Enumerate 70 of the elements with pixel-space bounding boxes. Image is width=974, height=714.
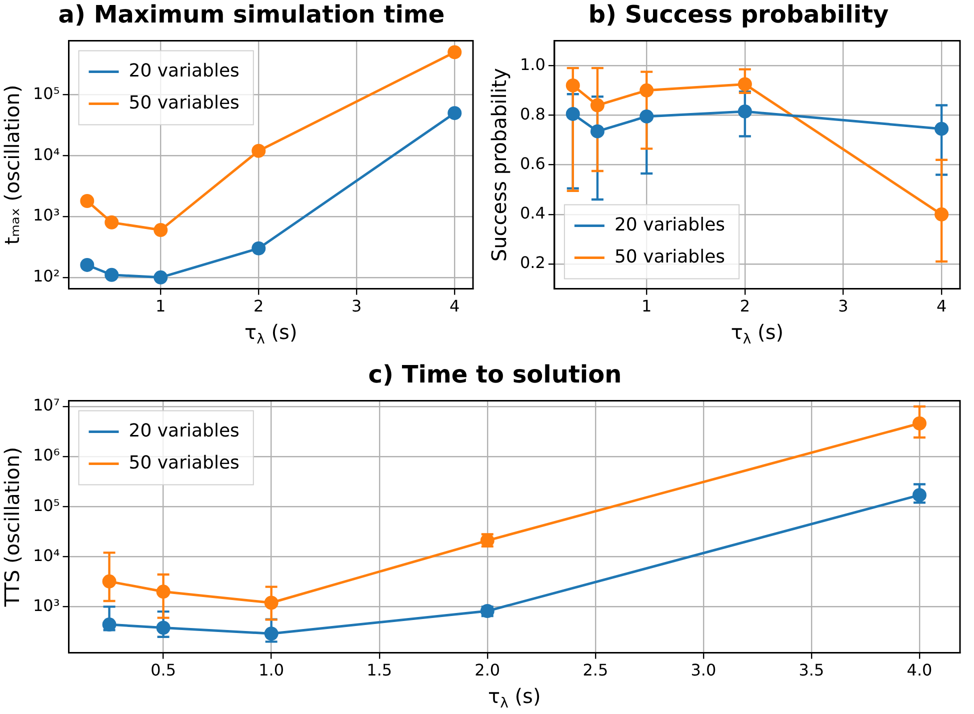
x-tick-label: 4 xyxy=(450,296,460,316)
x-tick-label: 3.5 xyxy=(798,660,824,680)
point xyxy=(912,416,926,430)
point xyxy=(104,215,119,230)
y-tick-label: 10⁵ xyxy=(32,496,60,515)
legend-label: 20 variables xyxy=(614,214,726,236)
legend-label: 50 variables xyxy=(128,452,240,474)
y-tick-label: 10³ xyxy=(32,206,60,225)
point xyxy=(156,584,170,599)
x-tick-label: 1.5 xyxy=(366,660,392,680)
x-tick-label: 1.0 xyxy=(258,660,284,680)
point xyxy=(448,45,462,60)
point xyxy=(264,596,278,610)
y-tick-label: 0.6 xyxy=(520,154,546,173)
point xyxy=(640,109,654,124)
point xyxy=(252,144,266,158)
y-tick-label: 10⁴ xyxy=(32,546,60,565)
x-tick-label: 4.0 xyxy=(906,660,932,680)
x-tick-label: 2 xyxy=(740,296,750,316)
x-tick-label: 1 xyxy=(642,296,652,316)
point xyxy=(156,620,170,635)
x-tick-label: 3 xyxy=(838,296,848,316)
x-tick-label: 2.5 xyxy=(582,660,608,680)
point xyxy=(590,98,604,112)
y-tick-label: 10² xyxy=(32,266,60,286)
x-tick-label: 0.5 xyxy=(150,660,176,680)
point xyxy=(590,124,604,138)
point xyxy=(102,618,116,632)
y-tick-label: 0.4 xyxy=(520,204,546,223)
point xyxy=(566,78,580,92)
y-axis-title: TTS (oscillation) xyxy=(0,446,24,608)
x-tick-label: 1 xyxy=(156,296,166,316)
point xyxy=(934,122,949,136)
legend-label: 50 variables xyxy=(614,246,726,268)
y-tick-label: 0.8 xyxy=(520,104,546,124)
x-tick-label: 3.0 xyxy=(690,660,716,680)
x-tick-label: 3 xyxy=(352,296,362,316)
point xyxy=(102,574,116,588)
y-axis-title: tₘₐₓ (oscillation) xyxy=(0,84,24,245)
point xyxy=(154,270,168,284)
x-tick-label: 2.0 xyxy=(474,660,500,680)
y-axis-title: Success probability xyxy=(487,68,512,262)
point xyxy=(912,488,926,502)
point xyxy=(448,106,462,120)
legend-label: 50 variables xyxy=(128,92,240,114)
point xyxy=(80,258,94,272)
chart-title: c) Time to solution xyxy=(368,360,622,389)
point xyxy=(738,77,752,92)
point xyxy=(738,104,752,118)
point xyxy=(934,207,949,222)
chart-title: b) Success probability xyxy=(588,0,890,29)
point xyxy=(264,626,278,641)
point xyxy=(80,194,94,208)
y-tick-label: 10⁵ xyxy=(32,84,60,103)
x-tick-label: 2 xyxy=(254,296,264,316)
y-tick-label: 10⁶ xyxy=(32,446,60,465)
legend-label: 20 variables xyxy=(128,420,240,442)
y-tick-label: 1.0 xyxy=(520,54,546,74)
y-tick-label: 10⁷ xyxy=(32,396,60,415)
y-tick-label: 10³ xyxy=(32,596,60,615)
point xyxy=(252,241,266,256)
y-tick-label: 10⁴ xyxy=(32,144,60,164)
y-tick-label: 0.2 xyxy=(520,253,546,272)
chart-title: a) Maximum simulation time xyxy=(58,0,445,29)
point xyxy=(640,83,654,98)
point xyxy=(154,223,168,238)
point xyxy=(104,268,119,282)
x-tick-label: 4 xyxy=(936,296,947,316)
point xyxy=(566,106,580,121)
legend-label: 20 variables xyxy=(128,60,240,82)
